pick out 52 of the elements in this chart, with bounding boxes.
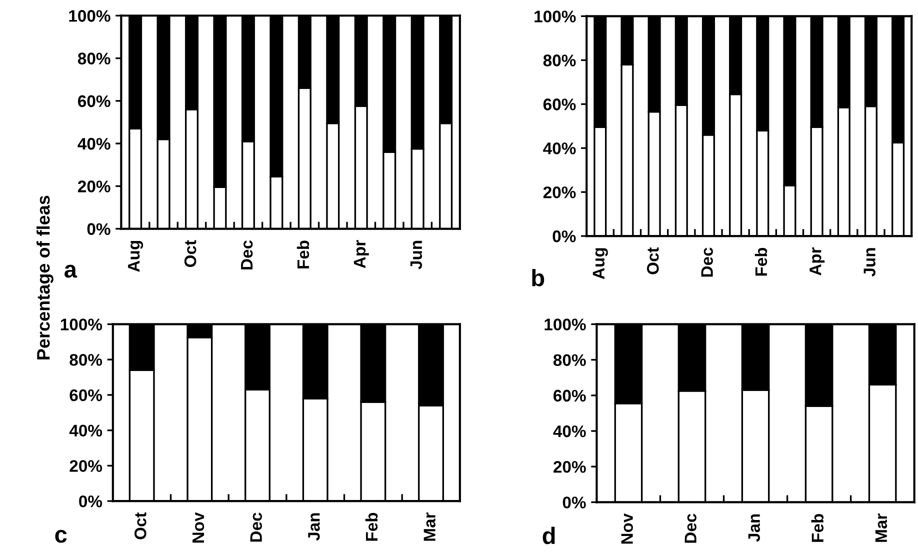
y-axis-title: Percentage of fleas [36,196,54,360]
x-tick-label: Apr [354,240,369,268]
y-tick-label: 100% [69,10,110,22]
y-tick-label: 0% [552,230,576,242]
y-tick-label: 60% [554,390,586,402]
y-tick-label: 80% [543,54,576,66]
y-tick-label: 100% [544,318,586,330]
x-tick-label: Dec [241,240,253,270]
x-tick-label: Dec [684,514,696,543]
y-tick-label: 40% [78,138,110,150]
x-tick-label: Feb [296,240,310,268]
y-tick-label: 60% [543,98,576,110]
y-tick-label: 0% [87,223,110,235]
x-tick-label: Jun [864,248,876,277]
text: d [542,526,555,544]
x-tick-label: Nov [621,513,633,544]
x-tick-label: Mar [875,514,888,542]
x-tick-label: Dec [250,512,262,542]
x-tick-label: Feb [811,514,824,542]
x-tick-label: Jan [748,514,760,542]
x-tick-label: Dec [701,248,713,277]
y-tick-label: 40% [69,424,102,437]
x-tick-label: Jan [308,513,320,541]
y-tick-label: 40% [553,425,586,438]
y-tick-label: 0% [79,495,102,508]
text: c [55,530,67,543]
x-tick-label: Feb [365,512,378,541]
y-tick-label: 60% [78,95,110,108]
x-tick-label: Nov [192,512,204,543]
text: a [64,264,78,278]
y-tick-label: 0% [562,496,586,508]
x-tick-label: Apr [810,247,825,276]
x-tick-label: Oct [184,240,196,267]
x-tick-label: Oct [646,247,659,274]
y-tick-label: 60% [70,389,102,402]
x-tick-label: Mar [424,512,436,541]
y-tick-label: 20% [78,180,110,192]
y-tick-label: 100% [534,10,576,22]
x-tick-label: Jun [410,240,422,270]
y-tick-label: 80% [78,52,110,64]
x-tick-label: Feb [754,248,768,276]
y-tick-label: 80% [553,354,586,366]
y-tick-label: 20% [70,460,102,472]
y-tick-label: 100% [60,318,102,330]
x-tick-label: Oct [134,512,146,540]
text: b [532,269,544,286]
y-tick-label: 20% [554,461,586,473]
y-tick-label: 20% [543,186,576,198]
x-tick-label: Aug [128,241,144,272]
y-tick-label: 40% [543,142,576,154]
y-tick-label: 80% [70,354,102,366]
x-tick-label: Aug [592,248,608,280]
